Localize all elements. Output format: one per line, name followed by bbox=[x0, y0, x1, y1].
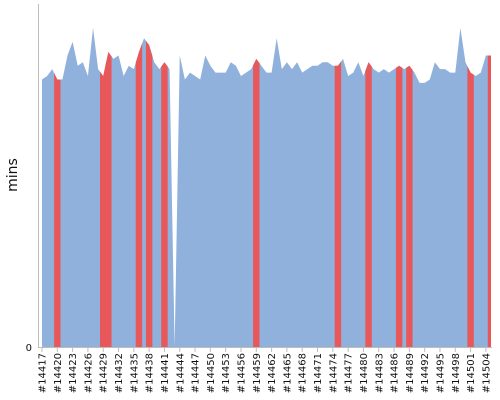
y-axis-title: mins bbox=[5, 158, 21, 192]
x-tick-label: #14456 bbox=[236, 353, 247, 393]
x-tick-label: #14486 bbox=[390, 353, 401, 393]
x-tick-label: #14432 bbox=[114, 353, 125, 393]
highlight-bar bbox=[334, 61, 342, 348]
x-tick-label: #14420 bbox=[53, 353, 64, 393]
x-tick-label: #14492 bbox=[420, 353, 431, 393]
highlight-bar bbox=[161, 62, 168, 348]
axes-layer bbox=[38, 4, 492, 348]
x-tick-label: #14474 bbox=[328, 353, 339, 393]
x-tick-label: #14453 bbox=[221, 353, 232, 393]
x-tick-label: #14435 bbox=[129, 353, 140, 393]
area-layer bbox=[42, 28, 491, 347]
x-tick-label: #14465 bbox=[282, 353, 293, 393]
highlight-bar bbox=[395, 65, 403, 348]
y-tick-label: 0 bbox=[26, 343, 32, 354]
x-tick-label: #14459 bbox=[252, 353, 263, 393]
highlight-bar bbox=[54, 73, 61, 347]
x-tick-label: #14504 bbox=[481, 353, 492, 393]
x-tick-label: #14429 bbox=[99, 353, 110, 393]
x-tick-label: #14501 bbox=[466, 353, 477, 393]
x-tick-label: #14477 bbox=[344, 353, 355, 393]
x-tick-label: #14480 bbox=[359, 353, 370, 393]
highlight-bar bbox=[467, 66, 474, 347]
highlight-bar bbox=[145, 40, 153, 347]
highlight-bar bbox=[487, 55, 491, 347]
x-tick-label: #14489 bbox=[405, 353, 416, 393]
highlight-bar bbox=[105, 52, 112, 348]
x-tick-label: #14423 bbox=[68, 353, 79, 393]
x-tick-label: #14471 bbox=[313, 353, 324, 393]
x-tick-label: #14483 bbox=[374, 353, 385, 393]
x-tick-label: #14417 bbox=[38, 353, 49, 393]
highlight-layer bbox=[54, 40, 491, 348]
highlight-bar bbox=[365, 62, 372, 348]
highlight-bar bbox=[135, 43, 143, 347]
x-tick-label: #14438 bbox=[145, 353, 156, 393]
x-tick-label: #14441 bbox=[160, 353, 171, 393]
x-tick-label: #14495 bbox=[435, 353, 446, 393]
y-tick-layer: 0 bbox=[26, 343, 32, 354]
highlight-bar bbox=[406, 65, 413, 348]
x-tick-label: #14426 bbox=[83, 353, 94, 393]
highlight-bar bbox=[253, 58, 260, 347]
x-tick-label: #14498 bbox=[451, 353, 462, 393]
x-tick-label: #14447 bbox=[191, 353, 202, 393]
highlight-bar bbox=[100, 60, 107, 347]
area-series bbox=[42, 28, 491, 347]
x-tick-label: #14462 bbox=[267, 353, 278, 393]
x-tick-label: #14468 bbox=[298, 353, 309, 393]
x-tick-label: #14444 bbox=[175, 353, 186, 393]
x-tick-layer: #14417 #14420 #14423 #14426 #14429 #14432 #144… bbox=[38, 348, 492, 393]
x-tick-label: #14450 bbox=[206, 353, 217, 393]
